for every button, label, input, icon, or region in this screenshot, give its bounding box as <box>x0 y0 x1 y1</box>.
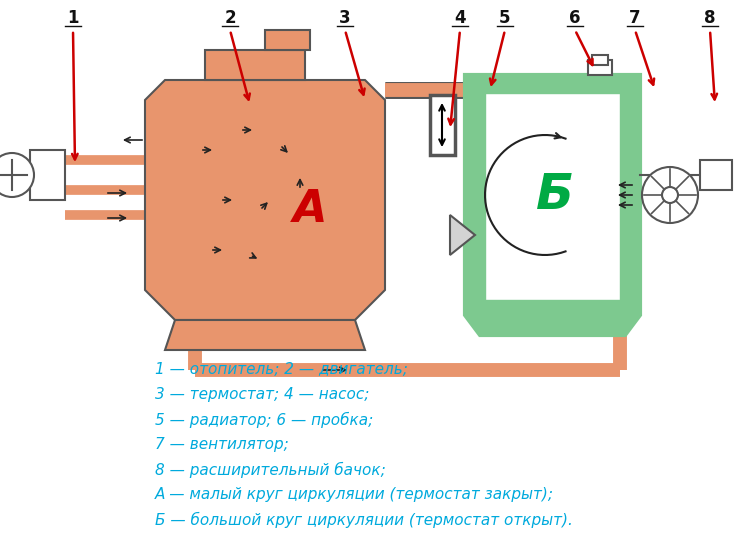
Text: Б: Б <box>536 171 574 219</box>
Bar <box>588 60 612 75</box>
Polygon shape <box>465 75 485 315</box>
Polygon shape <box>465 75 640 335</box>
Text: 6: 6 <box>569 9 581 27</box>
Circle shape <box>0 153 34 197</box>
Text: А — малый круг циркуляции (термостат закрыт);: А — малый круг циркуляции (термостат зак… <box>155 488 554 503</box>
Circle shape <box>662 187 678 203</box>
Circle shape <box>642 167 698 223</box>
Text: 1 — отопитель; 2 — двигатель;: 1 — отопитель; 2 — двигатель; <box>155 363 408 378</box>
Text: 8: 8 <box>704 9 716 27</box>
Bar <box>430 95 455 155</box>
Polygon shape <box>205 50 305 80</box>
Polygon shape <box>620 75 640 315</box>
Text: А: А <box>293 189 327 232</box>
Text: 8 — расширительный бачок;: 8 — расширительный бачок; <box>155 462 386 478</box>
Text: 2: 2 <box>224 9 236 27</box>
Text: 3 — термостат; 4 — насос;: 3 — термостат; 4 — насос; <box>155 388 370 403</box>
Polygon shape <box>145 80 385 320</box>
Polygon shape <box>265 30 310 50</box>
Text: 7 — вентилятор;: 7 — вентилятор; <box>155 437 289 452</box>
Text: 1: 1 <box>67 9 79 27</box>
Text: Б — большой круг циркуляции (термостат открыт).: Б — большой круг циркуляции (термостат о… <box>155 512 573 528</box>
Text: 4: 4 <box>454 9 466 27</box>
Text: 7: 7 <box>630 9 641 27</box>
Bar <box>30 150 65 200</box>
Polygon shape <box>465 300 640 315</box>
Polygon shape <box>450 215 475 255</box>
Text: 5 — радиатор; 6 — пробка;: 5 — радиатор; 6 — пробка; <box>155 412 373 428</box>
Text: 5: 5 <box>499 9 511 27</box>
Bar <box>592 55 608 65</box>
Polygon shape <box>465 75 640 93</box>
Text: 3: 3 <box>339 9 351 27</box>
Bar <box>700 160 732 190</box>
Polygon shape <box>165 320 365 350</box>
Polygon shape <box>465 315 640 335</box>
